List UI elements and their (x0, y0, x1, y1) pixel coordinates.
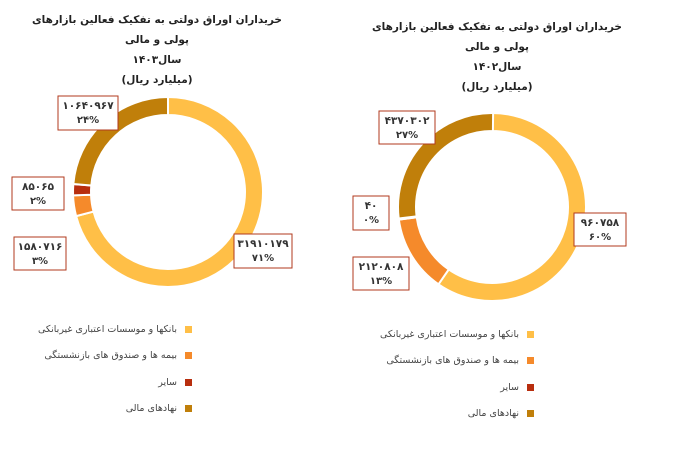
legend-swatch (185, 352, 192, 360)
data-callout-box (378, 110, 436, 145)
data-callout-box (13, 236, 67, 271)
data-label-percent: ۱۳% (370, 276, 392, 287)
legend-label: سایر (158, 376, 177, 388)
data-callout: ۴۳۷۰۳۰۲ ۲۷% (378, 110, 436, 145)
legend-item: سایر (12, 369, 192, 396)
chart-title-line: خریداران اوراق دولتی به تفکیک فعالین باز… (372, 21, 622, 53)
data-label-value: ۱۰۶۴۰۹۶۷ (62, 100, 114, 112)
data-callout-box (233, 233, 293, 269)
legend-item: نهادهای مالی (354, 401, 534, 428)
data-label-value: ۹۶۰۷۵۸ (581, 217, 620, 229)
chart-legend: بانکها و موسسات اعتباری غیربانکی بیمه ها … (354, 321, 534, 427)
legend-swatch (185, 325, 192, 333)
data-label-value: ۲۱۲۰۸۰۸ (359, 261, 404, 273)
data-callout-box (11, 176, 65, 211)
donut-slice (397, 112, 495, 220)
data-callout: ۳۱۹۱۰۱۷۹ ۷۱% (233, 233, 293, 269)
chart-panel-1402: خریداران اوراق دولتی به تفکیک فعالین باز… (337, 0, 674, 452)
data-label-value: ۸۵۰۶۵ (22, 181, 55, 193)
legend-label: سایر (500, 381, 519, 393)
legend-label: بانکها و موسسات اعتباری غیربانکی (37, 323, 177, 335)
chart-title-line: خریداران اوراق دولتی به تفکیک فعالین باز… (32, 14, 282, 46)
legend-label: نهادهای مالی (125, 403, 177, 415)
data-callout: ۱۵۸۰۷۱۶ ۳% (13, 236, 67, 271)
chart-panel-1403: خریداران اوراق دولتی به تفکیک فعالین باز… (11, 10, 293, 422)
data-callout: ۸۵۰۶۵ ۲% (11, 176, 65, 211)
data-label-percent: ۳% (32, 256, 48, 267)
donut-slice (72, 193, 95, 218)
legend-item: بانکها و موسسات اعتباری غیربانکی (12, 316, 192, 343)
data-callout: ۹۶۰۷۵۸ ۶۰% (573, 212, 627, 247)
donut-slice (437, 111, 587, 302)
chart-legend: بانکها و موسسات اعتباری غیربانکی بیمه ها … (12, 316, 192, 422)
data-callout-box (573, 212, 627, 247)
data-callout: ۴۰۰% (352, 195, 390, 231)
data-label-percent: ۷۱% (252, 253, 274, 264)
data-label-value: ۱۵۸۰۷۱۶ (18, 241, 63, 253)
legend-item: بیمه ها و صندوق های بازنشستگی (354, 348, 534, 375)
data-label-percent: ۰% (363, 215, 379, 226)
data-callout-box (352, 195, 390, 231)
legend-item: نهادهای مالی (12, 396, 192, 423)
chart-title-line: سال۱۴۰۳ (132, 54, 182, 66)
data-callout-box (352, 256, 410, 291)
data-callout: ۱۰۶۴۰۹۶۷ ۲۴% (57, 95, 119, 131)
legend-label: بانکها و موسسات اعتباری غیربانکی (379, 328, 519, 340)
chart-title: خریداران اوراق دولتی به تفکیک فعالین باز… (362, 17, 632, 97)
chart-title-line: سال۱۴۰۲ (472, 61, 522, 73)
legend-label: بیمه ها و صندوق های بازنشستگی (386, 355, 519, 367)
legend-swatch (185, 378, 192, 386)
donut-slice (74, 95, 264, 288)
data-label-value: ۴۰ (365, 200, 378, 212)
data-label-value: ۳۱۹۱۰۱۷۹ (237, 238, 289, 250)
legend-item: بانکها و موسسات اعتباری غیربانکی (354, 321, 534, 348)
data-label-percent: ۲۷% (396, 130, 418, 141)
legend-label: بیمه ها و صندوق های بازنشستگی (44, 350, 177, 362)
legend-swatch (527, 357, 534, 365)
donut-slice (72, 95, 169, 187)
legend-item: بیمه ها و صندوق های بازنشستگی (12, 343, 192, 370)
data-callout: ۲۱۲۰۸۰۸ ۱۳% (352, 256, 410, 291)
donut-chart-1403: ۳۱۹۱۰۱۷۹ ۷۱% ۱۵۸۰۷۱۶ ۳% ۸۵۰۶۵ ۲% ۱۰۶۴۰۹۶۷ ۲۴% (11, 95, 293, 288)
data-callout-box (57, 95, 119, 131)
data-label-percent: ۲% (30, 196, 46, 207)
legend-item: سایر (354, 374, 534, 401)
legend-swatch (185, 405, 192, 413)
legend-swatch (527, 410, 534, 418)
legend-swatch (527, 383, 534, 391)
data-label-percent: ۲۴% (77, 115, 99, 126)
chart-title: خریداران اوراق دولتی به تفکیک فعالین باز… (22, 10, 292, 90)
legend-swatch (527, 330, 534, 338)
chart-title-line: (میلیارد ریال) (461, 81, 533, 93)
legend-label: نهادهای مالی (467, 408, 519, 420)
chart-title-line: (میلیارد ریال) (121, 74, 193, 86)
data-label-percent: ۶۰% (589, 232, 611, 243)
data-label-value: ۴۳۷۰۳۰۲ (385, 115, 430, 127)
